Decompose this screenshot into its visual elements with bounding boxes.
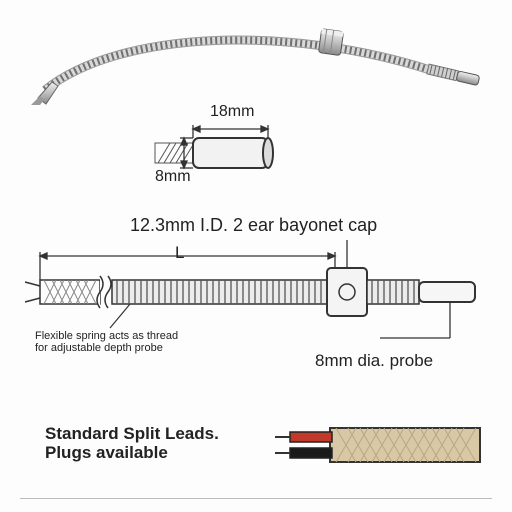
spring-note: Flexible spring acts as thread for adjus…	[35, 330, 178, 354]
cap-title: 12.3mm I.D. 2 ear bayonet cap	[130, 216, 377, 236]
diagram-page: 18mm 8mm 12.3mm I.D. 2 ear bayonet cap	[0, 0, 512, 512]
tip-length-label: 18mm	[210, 103, 254, 121]
split-leads	[270, 418, 485, 473]
bottom-rule	[20, 498, 492, 499]
tip-dia-label: 8mm	[155, 168, 191, 186]
length-symbol: L	[175, 244, 184, 263]
probe-dia-label: 8mm dia. probe	[315, 352, 433, 371]
probe-photo	[30, 20, 480, 105]
leads-title: Standard Split Leads. Plugs available	[45, 425, 219, 462]
